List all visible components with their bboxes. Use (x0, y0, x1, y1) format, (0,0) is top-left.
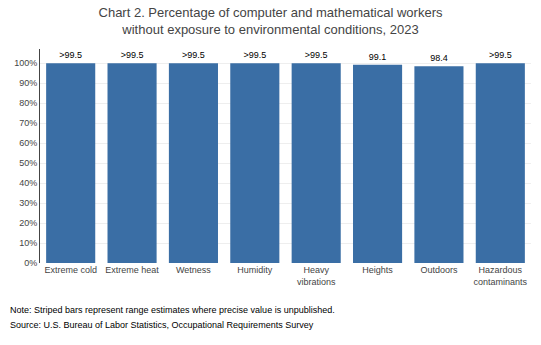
svg-text:0%: 0% (24, 258, 37, 268)
svg-text:Source: U.S. Bureau of Labor S: Source: U.S. Bureau of Labor Statistics,… (10, 320, 314, 330)
svg-text:30%: 30% (19, 198, 37, 208)
svg-text:>99.5: >99.5 (305, 50, 328, 60)
svg-text:100%: 100% (14, 58, 37, 68)
svg-text:>99.5: >99.5 (489, 50, 512, 60)
svg-text:70%: 70% (19, 118, 37, 128)
svg-text:>99.5: >99.5 (59, 50, 82, 60)
svg-text:>99.5: >99.5 (243, 50, 266, 60)
svg-text:20%: 20% (19, 218, 37, 228)
svg-text:Note: Striped bars represent r: Note: Striped bars represent range estim… (10, 305, 335, 315)
svg-text:Humidity: Humidity (237, 265, 273, 275)
svg-text:Heavyvibrations: Heavyvibrations (297, 265, 336, 287)
svg-text:Extreme heat: Extreme heat (105, 265, 159, 275)
svg-text:Hazardouscontaminants: Hazardouscontaminants (474, 265, 528, 287)
svg-text:Heights: Heights (362, 265, 393, 275)
svg-text:Wetness: Wetness (176, 265, 211, 275)
svg-text:>99.5: >99.5 (182, 50, 205, 60)
svg-text:40%: 40% (19, 178, 37, 188)
svg-text:10%: 10% (19, 238, 37, 248)
svg-text:99.1: 99.1 (369, 52, 387, 62)
svg-text:80%: 80% (19, 98, 37, 108)
svg-text:Chart 2. Percentage of compute: Chart 2. Percentage of computer and math… (99, 5, 443, 37)
svg-text:Extreme cold: Extreme cold (44, 265, 97, 275)
svg-text:90%: 90% (19, 78, 37, 88)
svg-text:50%: 50% (19, 158, 37, 168)
svg-text:Outdoors: Outdoors (420, 265, 458, 275)
svg-text:60%: 60% (19, 138, 37, 148)
svg-text:98.4: 98.4 (430, 53, 448, 63)
svg-text:>99.5: >99.5 (121, 50, 144, 60)
